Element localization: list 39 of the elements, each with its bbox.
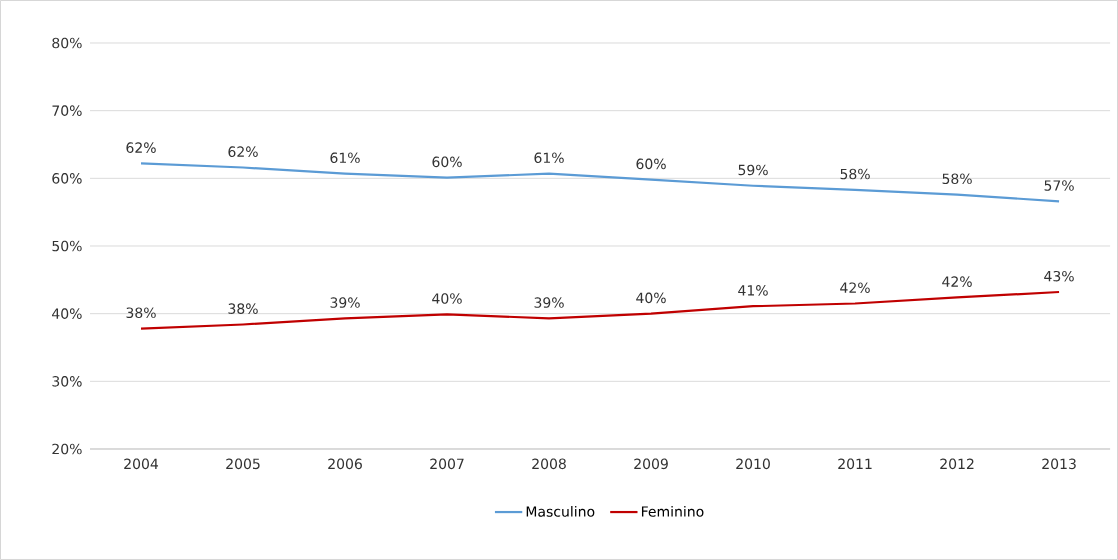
data-label: 40% (636, 292, 666, 304)
data-label: 61% (534, 152, 564, 164)
data-label: 60% (432, 156, 462, 168)
x-tick-label: 2004 (124, 458, 159, 470)
data-label: 58% (840, 168, 870, 180)
x-tick-label: 2005 (226, 458, 260, 470)
y-tick-label: 30% (52, 376, 82, 387)
data-label: 62% (228, 146, 258, 157)
x-tick-label: 2009 (634, 458, 668, 470)
x-tick-label: 2012 (940, 458, 974, 470)
legend-label: Masculino (526, 505, 595, 517)
x-tick-label: 2006 (328, 458, 362, 470)
data-label: 42% (840, 282, 870, 293)
data-label: 40% (432, 293, 462, 304)
data-label: 62% (126, 142, 156, 153)
data-label: 57% (1044, 180, 1074, 191)
x-tick-label: 2010 (736, 458, 770, 470)
y-tick-label: 80% (52, 37, 82, 49)
data-label: 60% (636, 158, 666, 170)
data-label: 59% (738, 164, 768, 176)
data-label: 39% (330, 297, 360, 308)
data-label: 38% (126, 307, 156, 319)
data-label: 41% (738, 285, 768, 296)
y-tick-label: 20% (52, 443, 82, 455)
x-tick-label: 2013 (1042, 458, 1076, 470)
x-tick-label: 2007 (430, 458, 464, 470)
data-label: 61% (330, 152, 360, 164)
legend-label: Feminino (641, 505, 704, 517)
x-tick-label: 2011 (838, 458, 872, 470)
data-label: 42% (942, 276, 972, 287)
data-label: 43% (1044, 270, 1074, 282)
data-label: 58% (942, 173, 972, 185)
data-label: 38% (228, 303, 258, 314)
y-tick-label: 50% (52, 240, 82, 252)
data-label: 39% (534, 297, 564, 308)
y-tick-label: 60% (52, 173, 82, 184)
y-tick-label: 40% (52, 308, 82, 319)
x-tick-label: 2008 (532, 458, 566, 470)
y-tick-label: 70% (52, 105, 82, 116)
